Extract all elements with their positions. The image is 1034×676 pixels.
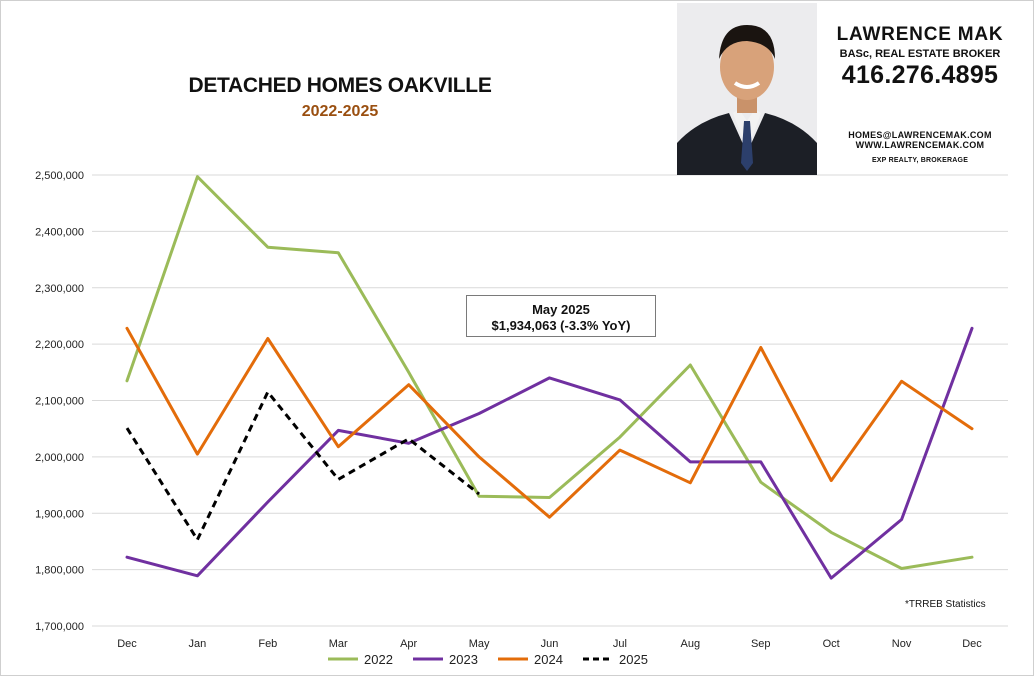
y-tick-label: 1,800,000 — [35, 565, 84, 577]
x-tick-label: Aug — [681, 638, 701, 650]
y-tick-label: 1,700,000 — [35, 621, 84, 633]
agent-title: BASc, REAL ESTATE BROKER — [839, 48, 1001, 60]
x-tick-label: Apr — [400, 638, 417, 650]
agent-name: LAWRENCE MAK — [836, 24, 1004, 45]
agent-portrait-image — [677, 3, 817, 175]
gridlines — [92, 174, 1008, 627]
series-line-2022 — [125, 175, 974, 570]
x-tick-label: Jan — [189, 638, 207, 650]
y-tick-label: 2,200,000 — [35, 339, 84, 351]
x-tick-label: Jul — [613, 638, 627, 650]
callout-period: May 2025 — [532, 302, 590, 317]
series-line-2024 — [125, 326, 974, 519]
legend: 2022 2023 2024 2025 — [328, 652, 648, 667]
agent-contact-block: LAWRENCE MAK BASc, REAL ESTATE BROKER 41… — [828, 24, 1012, 164]
legend-label-2022: 2022 — [364, 652, 393, 667]
y-tick-label: 2,300,000 — [35, 283, 84, 295]
agent-photo — [677, 3, 817, 175]
x-axis-ticks: Dec Jan Feb Mar Apr May Jun Jul Aug Sep Oct Nov Dec — [117, 638, 982, 650]
x-tick-label: Oct — [823, 638, 840, 650]
chart-title: DETACHED HOMES OAKVILLE — [188, 74, 492, 97]
x-tick-label: Dec — [962, 638, 982, 650]
y-tick-label: 1,900,000 — [35, 508, 84, 520]
agent-website[interactable]: WWW.LAWRENCEMAK.COM — [855, 140, 985, 150]
x-tick-label: May — [469, 638, 490, 650]
data-callout-box: May 2025 $1,934,063 (-3.3% YoY) — [466, 295, 656, 337]
legend-label-2023: 2023 — [449, 652, 478, 667]
agent-brokerage: EXP REALTY, BROKERAGE — [871, 157, 969, 164]
x-tick-label: Feb — [258, 638, 277, 650]
y-tick-label: 2,400,000 — [35, 226, 84, 238]
agent-email[interactable]: HOMES@LAWRENCEMAK.COM — [848, 130, 992, 140]
legend-label-2024: 2024 — [534, 652, 563, 667]
legend-label-2025: 2025 — [619, 652, 648, 667]
series-lines — [125, 175, 974, 580]
y-axis-ticks: 1,700,000 1,800,000 1,900,000 2,000,000 2,10… — [35, 170, 84, 633]
callout-value: $1,934,063 (-3.3% YoY) — [491, 318, 631, 333]
y-tick-label: 2,500,000 — [35, 170, 84, 182]
source-note: *TRREB Statistics — [905, 599, 986, 610]
chart-subtitle: 2022-2025 — [301, 103, 379, 120]
x-tick-label: Sep — [751, 638, 771, 650]
x-tick-label: Dec — [117, 638, 137, 650]
x-tick-label: Mar — [329, 638, 348, 650]
agent-phone[interactable]: 416.276.4895 — [841, 61, 999, 89]
series-line-2025 — [125, 390, 481, 542]
x-tick-label: Jun — [541, 638, 559, 650]
x-tick-label: Nov — [892, 638, 912, 650]
y-tick-label: 2,100,000 — [35, 396, 84, 408]
series-line-2023 — [125, 326, 974, 580]
y-tick-label: 2,000,000 — [35, 452, 84, 464]
